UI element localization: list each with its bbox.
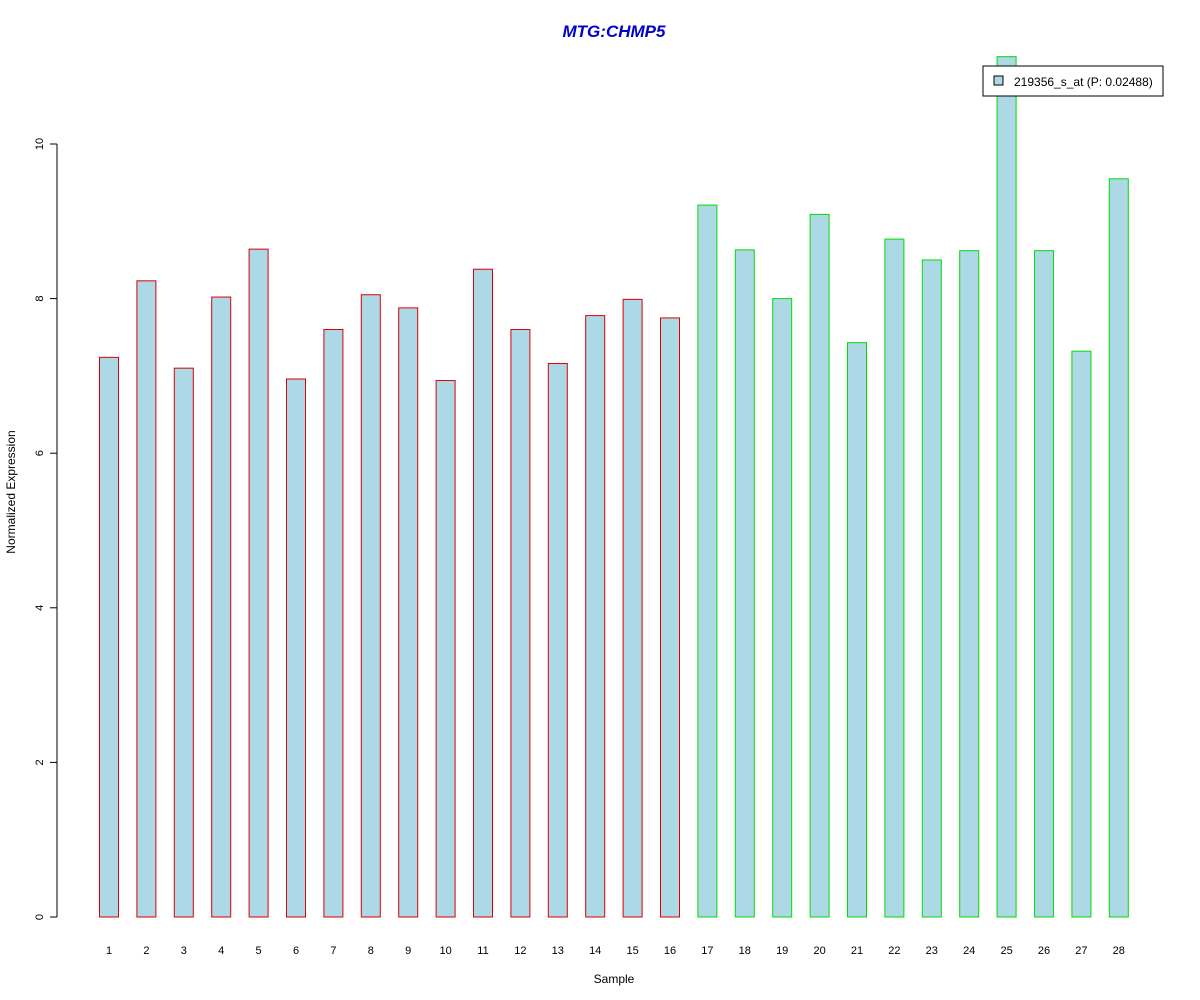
x-tick-label: 3: [181, 945, 187, 957]
bar: [248, 248, 269, 918]
bar: [585, 315, 606, 918]
x-tick-label: 6: [293, 945, 299, 957]
bar: [173, 367, 194, 918]
bar: [211, 296, 232, 918]
x-tick-label: 28: [1113, 945, 1125, 957]
x-tick-label: 22: [888, 945, 900, 957]
x-tick-label: 27: [1075, 945, 1087, 957]
y-tick-label: 6: [34, 450, 46, 456]
x-tick-label: 7: [330, 945, 336, 957]
y-tick-label: 2: [34, 759, 46, 765]
x-tick-label: 20: [813, 945, 825, 957]
x-tick-labels: 1 2 3 4 5 6 7 8 9 10 11 12 13 14 15 16 17 18 19 20 21 22 23 24 2…: [106, 945, 1125, 957]
bar: [921, 259, 942, 918]
legend-entry-label: 219356_s_at (P: 0.02488): [1014, 75, 1153, 89]
x-tick-label: 13: [552, 945, 564, 957]
bar: [772, 298, 793, 918]
bar: [286, 378, 306, 918]
x-tick-label: 16: [664, 945, 676, 957]
y-tick-label: 0: [34, 914, 46, 920]
bar: [360, 294, 381, 918]
x-tick-label: 24: [963, 945, 975, 957]
bar: [734, 249, 755, 918]
x-tick-label: 21: [851, 945, 863, 957]
bar: [435, 380, 456, 918]
y-tick-label: 10: [34, 138, 46, 150]
bar: [660, 317, 680, 918]
x-tick-label: 17: [701, 945, 713, 957]
bar: [1034, 250, 1054, 918]
x-tick-label: 12: [514, 945, 526, 957]
bar: [136, 280, 157, 918]
bar: [809, 213, 830, 918]
x-tick-label: 14: [589, 945, 601, 957]
legend-box: [982, 65, 1164, 97]
bar: [398, 307, 419, 918]
x-tick-label: 1: [106, 945, 112, 957]
bar: [959, 250, 980, 918]
bar: [622, 298, 643, 918]
x-tick-label: 4: [218, 945, 224, 957]
x-tick-label: 9: [405, 945, 411, 957]
chart-title: MTG:CHMP5: [563, 22, 666, 41]
legend: 219356_s_at (P: 0.02488): [982, 65, 1164, 97]
y-axis: 0 2 4 6 8 10: [34, 138, 58, 920]
y-tick-label: 4: [34, 605, 46, 611]
bar: [99, 356, 119, 918]
y-tick-label: 8: [34, 296, 46, 302]
bar-series: [99, 56, 1129, 918]
bar: [697, 204, 718, 918]
x-tick-label: 23: [926, 945, 938, 957]
bar: [1108, 178, 1129, 918]
x-tick-label: 25: [1000, 945, 1012, 957]
y-axis-label: Normalized Expression: [4, 430, 18, 553]
x-tick-label: 15: [626, 945, 638, 957]
bar: [884, 238, 905, 918]
x-tick-label: 26: [1038, 945, 1050, 957]
bar: [323, 329, 344, 918]
bar: [1071, 350, 1092, 918]
legend-swatch: [993, 75, 1004, 86]
x-axis-label: Sample: [594, 972, 635, 986]
x-tick-label: 5: [256, 945, 262, 957]
bar: [547, 363, 568, 918]
x-tick-label: 10: [439, 945, 451, 957]
x-tick-label: 2: [143, 945, 149, 957]
bar: [473, 268, 493, 918]
bar: [510, 329, 531, 918]
x-tick-label: 11: [477, 945, 488, 957]
x-tick-label: 19: [776, 945, 788, 957]
x-tick-label: 18: [739, 945, 751, 957]
x-tick-label: 8: [368, 945, 374, 957]
bar: [847, 342, 867, 918]
bar: [996, 56, 1017, 918]
